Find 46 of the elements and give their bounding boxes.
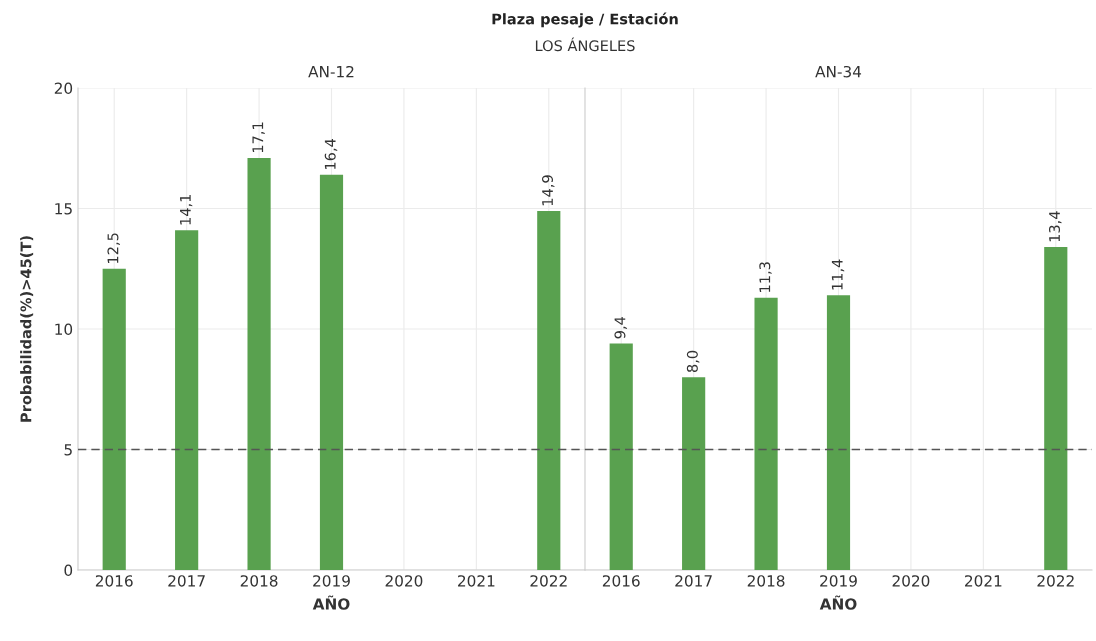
bar [609, 343, 633, 570]
x-tick-label: 2016 [95, 575, 133, 587]
data-label: 14,1 [180, 194, 193, 225]
data-label: 9,4 [614, 316, 627, 339]
x-tick-label: 2022 [530, 575, 567, 587]
bar [175, 230, 199, 570]
bar [826, 295, 851, 570]
x-axis-title: AÑO [312, 595, 350, 610]
bar [754, 297, 778, 570]
x-tick-label: 2017 [675, 575, 712, 587]
bar [682, 377, 706, 570]
data-label: 14,9 [541, 175, 555, 206]
y-axis-title: Probabilidad(%)>45(T) [20, 236, 34, 422]
x-tick-label: 2020 [892, 575, 930, 587]
x-tick-label: 2017 [168, 575, 205, 587]
data-label: 16,4 [324, 138, 338, 169]
bar [1044, 247, 1068, 570]
x-tick-label: 2022 [1037, 575, 1074, 587]
x-tick-label: 2018 [747, 575, 785, 587]
x-tick-label: 2021 [458, 575, 495, 587]
text: LOS ÁNGELES [535, 37, 635, 52]
bar [537, 210, 561, 570]
x-axis-title: AÑO [819, 595, 857, 610]
text: Plaza pesaje / Estación [492, 12, 678, 28]
y-tick-label: 15 [55, 203, 72, 215]
x-tick-label: 2019 [820, 575, 857, 587]
data-label: 12,5 [107, 233, 120, 263]
bar [102, 268, 126, 570]
data-label: 13,4 [1048, 211, 1062, 242]
data-label: 11,3 [759, 262, 772, 292]
bar [319, 174, 344, 570]
y-tick-label: 0 [64, 564, 73, 577]
data-label: 8,0 [686, 350, 700, 373]
x-tick-label: 2019 [313, 575, 350, 587]
x-tick-label: 2020 [385, 575, 423, 587]
x-tick-label: 2016 [602, 575, 640, 587]
x-tick-label: 2021 [965, 575, 1002, 587]
y-tick-label: 10 [55, 323, 73, 336]
y-tick-label: 5 [64, 444, 72, 456]
bar [247, 157, 271, 570]
y-tick-label: 20 [54, 82, 73, 95]
data-label: 11,4 [831, 259, 845, 290]
chart-title: AN-34 [815, 65, 862, 78]
chart-title: AN-12 [308, 65, 354, 78]
x-tick-label: 2018 [240, 575, 278, 587]
data-label: 17,1 [252, 122, 265, 153]
